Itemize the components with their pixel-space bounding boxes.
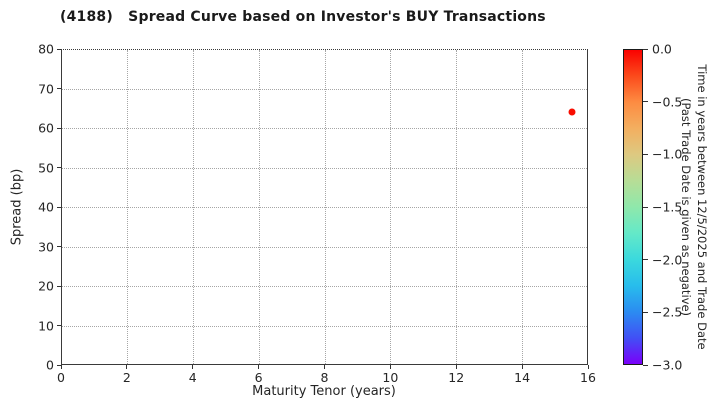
y-gridline xyxy=(62,167,587,169)
y-gridline xyxy=(62,128,587,129)
y-gridline xyxy=(62,207,587,208)
y-tick-label: 40 xyxy=(38,199,54,215)
y-tick-mark xyxy=(57,127,61,129)
x-tick-label: 10 xyxy=(382,370,399,385)
x-tick-mark xyxy=(389,365,391,369)
x-tick-mark xyxy=(455,365,457,369)
x-tick-mark xyxy=(587,365,589,369)
x-axis-label: Maturity Tenor (years) xyxy=(252,384,396,399)
colorbar-tick-mark xyxy=(643,364,648,366)
colorbar-label: Time in years between 12/5/2025 and Trad… xyxy=(678,64,710,349)
colorbar-tick-mark xyxy=(643,311,648,313)
y-tick-mark xyxy=(57,48,61,50)
chart-title: (4188) Spread Curve based on Investor's … xyxy=(60,9,546,25)
y-tick-label: 50 xyxy=(38,160,54,175)
y-tick-mark xyxy=(57,246,61,247)
colorbar-tick-label: 0.0 xyxy=(652,41,672,57)
x-tick-mark xyxy=(126,365,128,369)
colorbar-tick-mark xyxy=(643,153,648,155)
x-tick-label: 2 xyxy=(122,370,131,385)
colorbar-tick-label: −2.5 xyxy=(652,304,683,320)
x-tick-mark xyxy=(258,365,260,369)
y-gridline xyxy=(62,88,587,90)
plot-area xyxy=(61,49,588,365)
x-tick-label: 4 xyxy=(188,370,197,385)
x-tick-mark xyxy=(60,365,62,369)
y-tick-mark xyxy=(57,167,61,168)
colorbar-tick-mark xyxy=(643,48,648,50)
y-gridline xyxy=(62,286,587,287)
colorbar-tick-label: −1.0 xyxy=(652,146,683,162)
colorbar-tick-label: −2.0 xyxy=(652,252,683,268)
y-tick-label: 70 xyxy=(38,81,54,96)
y-gridline xyxy=(62,246,587,248)
x-tick-mark xyxy=(324,365,325,369)
colorbar-label-line1: Time in years between 12/5/2025 and Trad… xyxy=(695,64,709,350)
y-axis-label: Spread (bp) xyxy=(9,168,25,246)
y-tick-mark xyxy=(57,88,61,89)
y-gridline xyxy=(62,325,587,327)
y-tick-label: 0 xyxy=(46,357,54,373)
x-tick-label: 8 xyxy=(320,370,329,385)
colorbar-tick-label: −0.5 xyxy=(652,94,683,110)
x-tick-label: 14 xyxy=(514,370,531,385)
colorbar-tick-mark xyxy=(643,206,648,208)
colorbar xyxy=(623,49,643,365)
colorbar-tick-mark xyxy=(643,259,648,261)
y-tick-label: 60 xyxy=(38,120,54,136)
y-tick-label: 20 xyxy=(38,278,54,294)
x-tick-label: 6 xyxy=(254,370,263,385)
colorbar-tick-mark xyxy=(643,101,648,103)
y-tick-mark xyxy=(57,206,61,208)
y-tick-mark xyxy=(57,364,61,366)
data-point xyxy=(568,108,576,116)
colorbar-tick-label: −1.5 xyxy=(652,199,683,215)
x-tick-label: 12 xyxy=(448,370,465,385)
y-tick-label: 30 xyxy=(38,239,54,254)
y-tick-label: 80 xyxy=(38,41,54,57)
y-tick-label: 10 xyxy=(38,318,54,333)
colorbar-tick-label: −3.0 xyxy=(652,357,683,373)
y-tick-mark xyxy=(57,325,61,326)
x-tick-label: 16 xyxy=(580,370,596,385)
y-tick-mark xyxy=(57,285,61,287)
x-tick-label: 0 xyxy=(57,370,65,385)
x-tick-mark xyxy=(521,365,523,369)
x-tick-mark xyxy=(192,365,194,369)
